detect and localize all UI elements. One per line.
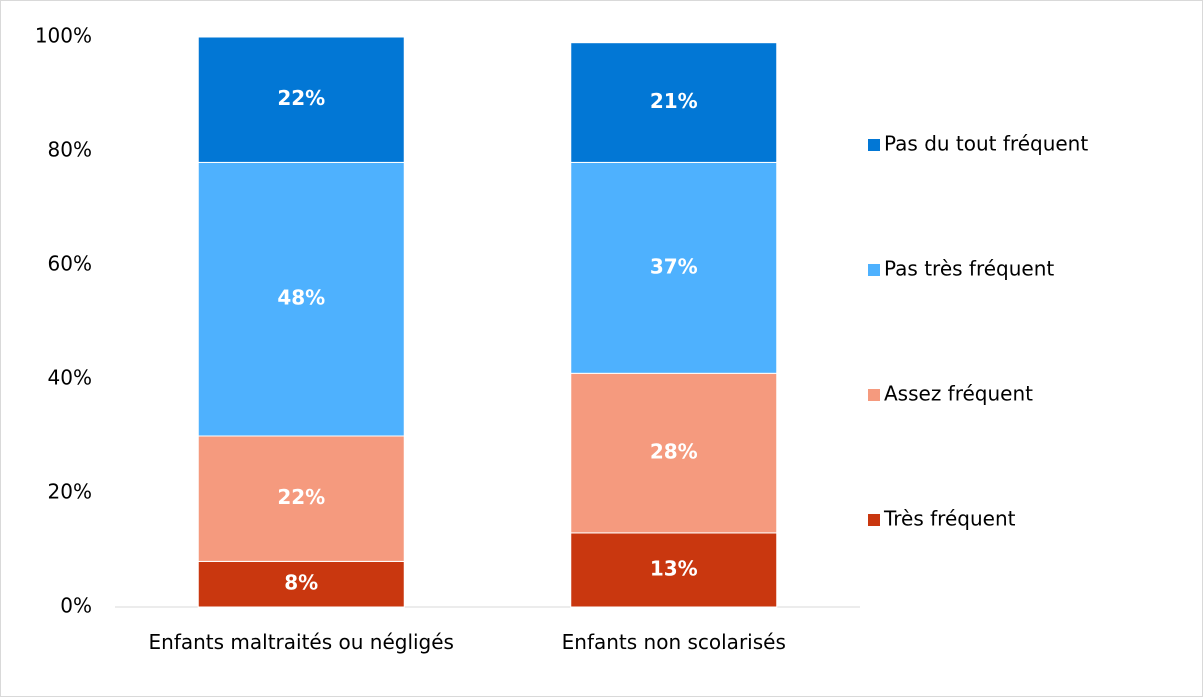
- data-label: 21%: [650, 89, 698, 113]
- data-label: 48%: [277, 286, 325, 310]
- x-tick-label: Enfants non scolarisés: [561, 630, 786, 654]
- y-tick-label: 80%: [48, 138, 92, 162]
- bar-segment: [570, 161, 778, 374]
- bar-segment: [197, 435, 405, 562]
- legend-swatch: [868, 514, 880, 526]
- data-label: 22%: [277, 485, 325, 509]
- legend-label: Assez fréquent: [884, 382, 1033, 406]
- y-tick-label: 40%: [48, 366, 92, 390]
- y-tick-label: 20%: [48, 480, 92, 504]
- bar-segment: [197, 560, 405, 608]
- legend-swatch: [868, 389, 880, 401]
- data-label: 37%: [650, 254, 698, 278]
- y-tick-label: 60%: [48, 252, 92, 276]
- y-tick-label: 0%: [60, 594, 92, 618]
- legend-label: Pas du tout fréquent: [884, 132, 1088, 156]
- data-label: 13%: [650, 556, 698, 580]
- legend-label: Pas très fréquent: [884, 257, 1054, 281]
- data-label: 28%: [650, 440, 698, 464]
- bar-segment: [570, 42, 778, 163]
- legend-swatch: [868, 139, 880, 151]
- bar-segment: [570, 372, 778, 534]
- data-label: 22%: [277, 86, 325, 110]
- x-tick-label: Enfants maltraités ou négligés: [148, 630, 454, 654]
- bar-segment: [570, 532, 778, 608]
- legend-label: Très fréquent: [883, 507, 1016, 531]
- data-label: 8%: [284, 571, 318, 595]
- legend-swatch: [868, 264, 880, 276]
- y-tick-label: 100%: [35, 24, 92, 48]
- bar-segment: [197, 161, 405, 437]
- bar-segment: [197, 36, 405, 163]
